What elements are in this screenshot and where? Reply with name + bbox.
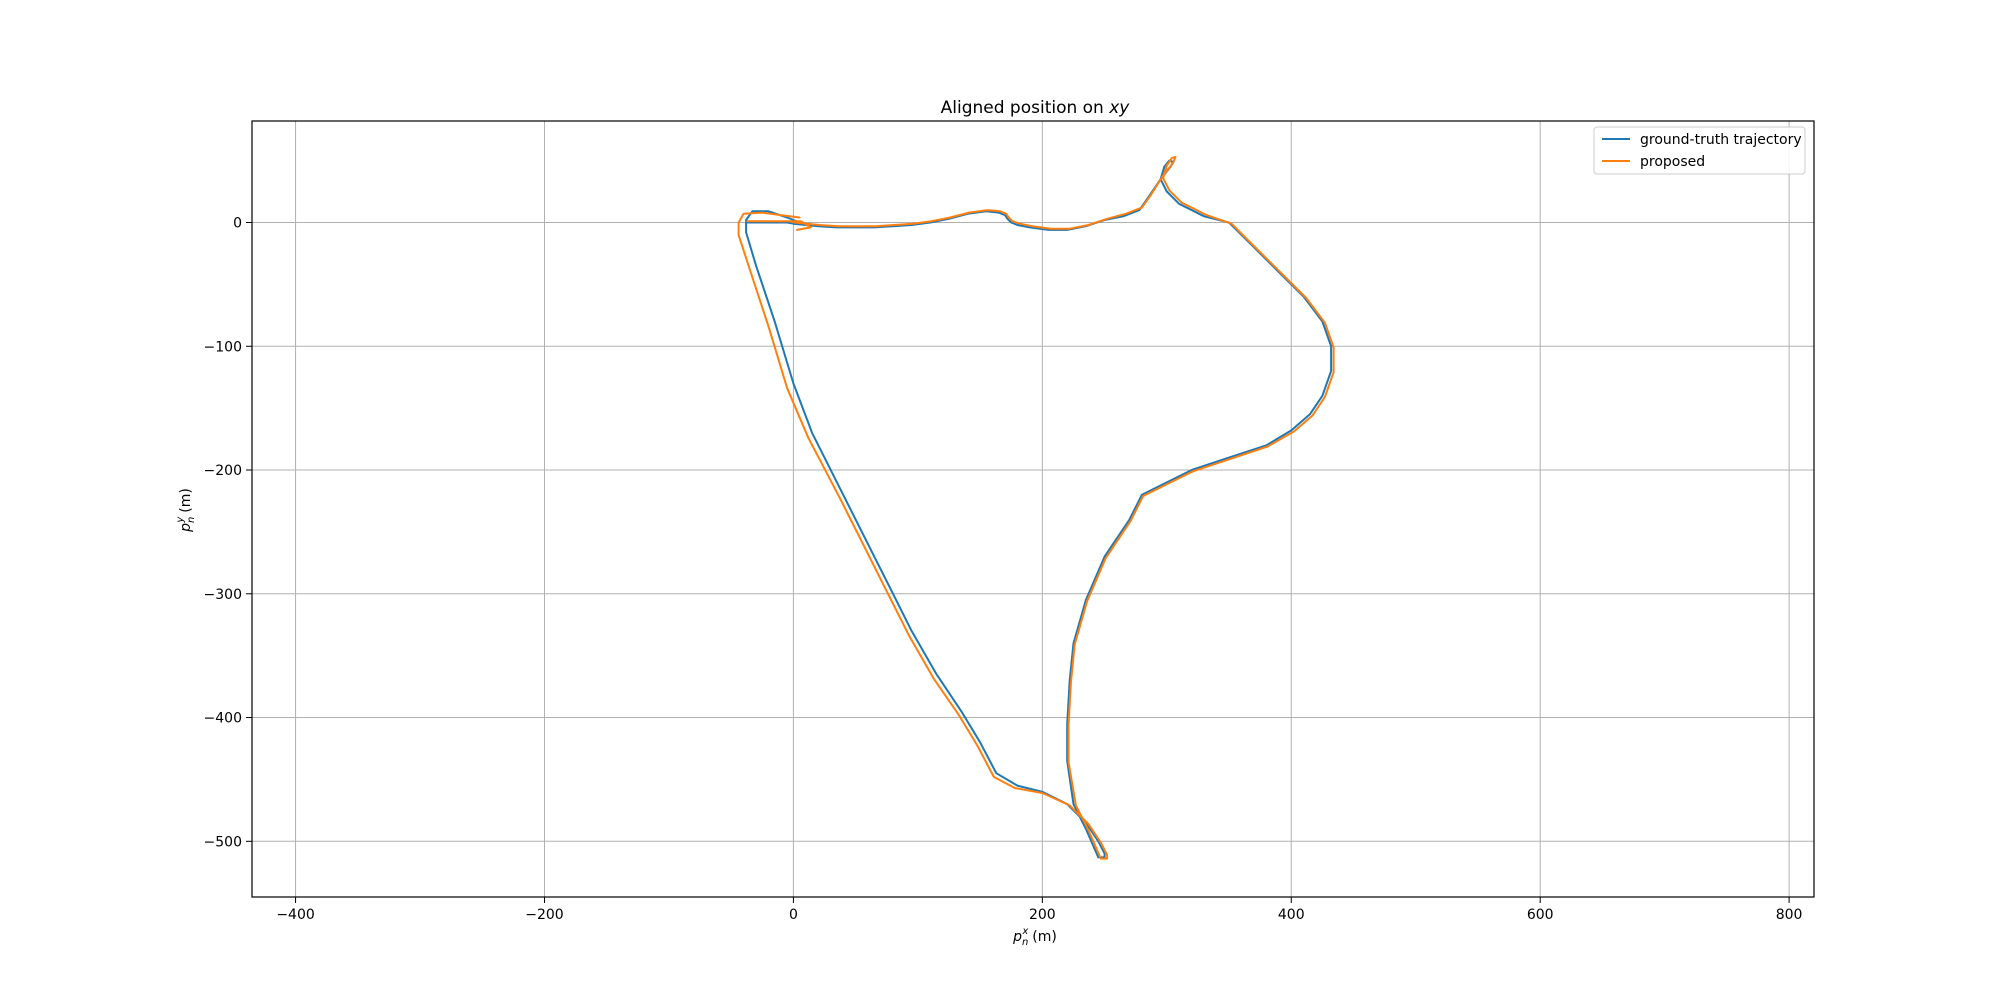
x-axis-label-sup: x [1021,926,1028,937]
legend: ground-truth trajectory proposed [1593,126,1806,175]
legend-label-proposed: proposed [1640,154,1705,170]
y-tick-label: −100 [204,339,242,355]
legend-label-ground-truth: ground-truth trajectory [1640,132,1802,148]
y-tick-label: 0 [233,215,242,231]
x-tick-label: −200 [525,907,563,923]
x-tick-label: 800 [1776,907,1803,923]
chart-title-prefix: Aligned position on [941,98,1104,118]
tick-layer: −400 −200 0 200 400 600 800 0 −100 −200 −300 −400 −5… [204,215,1803,923]
y-axis-label-sup: y [175,516,186,524]
y-tick-label: −500 [204,834,242,850]
y-tick-label: −200 [204,463,242,479]
x-axis-label-unit: (m) [1032,929,1057,945]
y-tick-label: −400 [204,711,242,727]
x-tick-label: 600 [1527,907,1554,923]
y-axis-label: pny (m) [175,488,197,533]
plot-frame [251,120,1815,898]
x-tick-label: −400 [276,907,314,923]
chart-title: Aligned position on xy [941,98,1131,118]
y-axis-label-base: p [178,523,194,533]
x-axis-label: pnx (m) [1012,926,1057,948]
x-tick-label: 400 [1278,907,1305,923]
grid-layer [252,121,1814,897]
series-line-proposed [737,155,1335,860]
y-axis-label-unit: (m) [178,488,194,513]
y-axis-label-sub: n [186,517,197,523]
x-tick-label: 200 [1029,907,1056,923]
x-axis-label-base: p [1012,929,1022,945]
y-tick-label: −300 [204,587,242,603]
legend-box [1593,126,1806,175]
chart-title-math: xy [1108,98,1130,118]
series-layer [737,155,1335,860]
x-tick-label: 0 [789,907,798,923]
x-axis-label-sub: n [1022,937,1028,948]
